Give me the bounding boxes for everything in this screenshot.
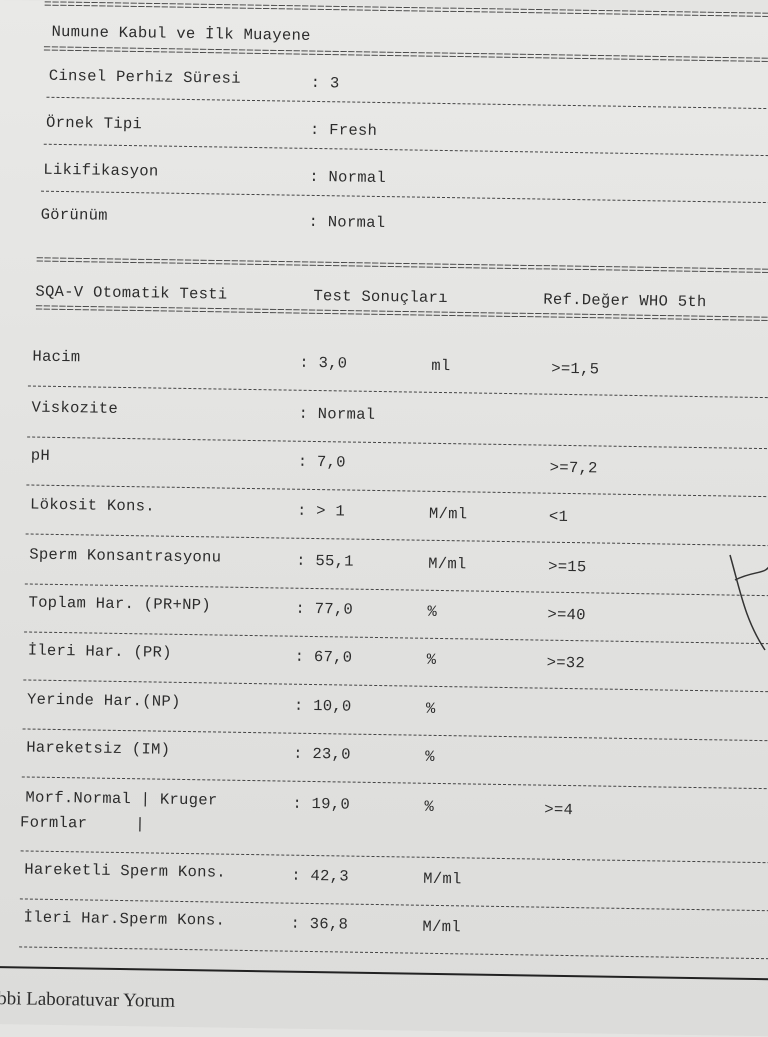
test-value: : 36,8	[290, 914, 349, 934]
test-label: Viskozite	[31, 398, 119, 418]
reference-value: <1	[548, 507, 569, 526]
section-divider	[0, 965, 768, 981]
field-label: Görünüm	[40, 205, 108, 225]
test-unit: %	[425, 699, 436, 718]
reference-value: >=40	[547, 605, 586, 625]
field-label: Likifikasyon	[43, 160, 159, 181]
row-divider	[43, 143, 768, 157]
field-value: : Fresh	[309, 120, 378, 140]
test-unit: M/ml	[423, 869, 462, 889]
test-label: Toplam Har. (PR+NP)	[28, 593, 212, 615]
double-rule: ========================================…	[35, 256, 768, 277]
reference-value: >=4	[544, 800, 574, 820]
reference-value: >=7,2	[549, 458, 598, 478]
test-value: : 3,0	[299, 353, 348, 373]
test-label: İleri Har.Sperm Kons.	[23, 908, 226, 930]
signature-mark	[729, 554, 768, 651]
reference-value: >=32	[546, 653, 586, 673]
row-divider	[46, 96, 768, 110]
header-test: SQA-V Otomatik Testi	[35, 282, 228, 304]
test-unit: ml	[431, 356, 451, 376]
header-results: Test Sonuçları	[313, 286, 448, 308]
test-unit: M/ml	[428, 504, 468, 524]
row-divider	[19, 946, 768, 960]
test-unit: M/ml	[428, 554, 467, 574]
test-value: : 7,0	[297, 452, 346, 472]
row-divider	[27, 385, 768, 399]
row-divider	[23, 679, 768, 693]
test-value: : 77,0	[295, 599, 354, 619]
test-value: : > 1	[296, 501, 346, 521]
double-rule: ========================================…	[43, 0, 768, 21]
test-value: : 55,1	[296, 551, 354, 571]
test-label: Hacim	[32, 347, 81, 367]
section-title: Numune Kabul ve İlk Muayene	[51, 22, 311, 45]
row-divider	[25, 533, 768, 547]
test-value: : 42,3	[291, 866, 350, 886]
test-value: : Normal	[298, 404, 376, 424]
test-unit: %	[426, 650, 437, 669]
test-unit: %	[425, 747, 435, 766]
test-label-continued: Formlar |	[19, 813, 146, 834]
test-label: Hareketsiz (IM)	[26, 738, 171, 759]
test-unit: %	[424, 797, 435, 816]
row-divider	[27, 436, 768, 450]
test-unit: %	[427, 602, 438, 621]
test-unit: M/ml	[422, 917, 462, 937]
test-value: : 23,0	[293, 744, 351, 764]
field-label: Örnek Tipi	[45, 113, 143, 134]
test-value: : 19,0	[292, 794, 351, 814]
test-label: pH	[30, 446, 51, 465]
field-value: : 3	[310, 73, 340, 93]
row-divider	[26, 484, 768, 498]
field-value: : Normal	[308, 212, 386, 233]
row-divider	[40, 190, 768, 204]
test-value: : 67,0	[294, 647, 353, 667]
test-label: Hareketli Sperm Kons.	[24, 860, 227, 882]
footer-heading: Tıbbi Laboratuvar Yorum	[0, 987, 176, 1012]
field-label: Cinsel Perhiz Süresi	[48, 66, 241, 88]
row-divider	[21, 776, 768, 790]
test-label: İleri Har. (PR)	[27, 641, 172, 662]
field-value: : Normal	[309, 167, 387, 188]
test-label: Lökosit Kons.	[29, 495, 156, 516]
test-value: : 10,0	[293, 696, 352, 716]
test-label: Morf.Normal | Kruger	[25, 788, 218, 810]
reference-value: >=15	[548, 557, 587, 577]
double-rule: ========================================…	[43, 45, 768, 66]
reference-value: >=1,5	[551, 359, 600, 379]
test-label: Yerinde Har.(NP)	[26, 690, 181, 711]
test-label: Sperm Konsantrasyonu	[29, 545, 222, 567]
header-reference: Ref.Değer WHO 5th	[543, 290, 707, 312]
